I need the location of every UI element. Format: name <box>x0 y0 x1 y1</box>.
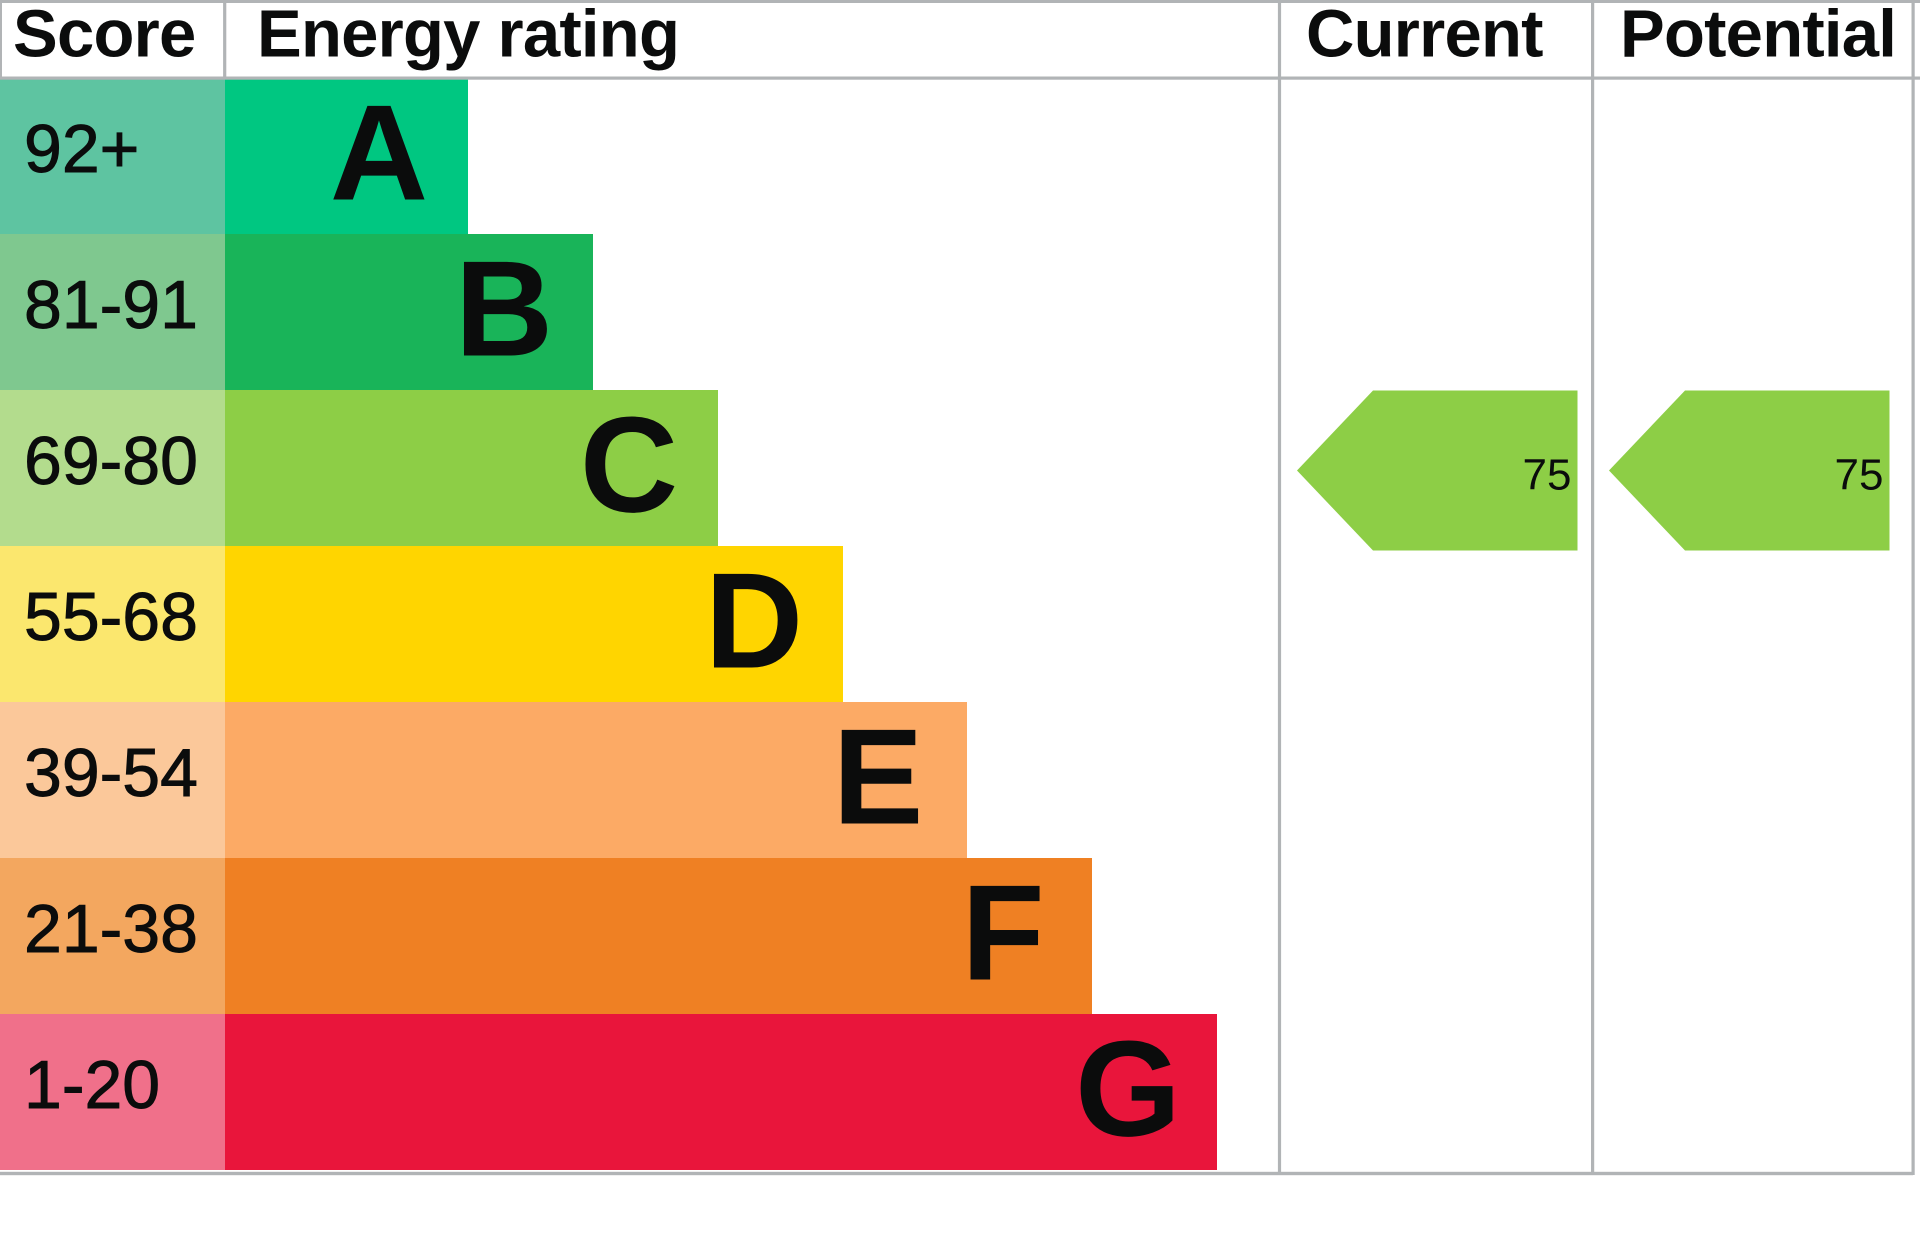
svg-text:39-54: 39-54 <box>24 735 198 811</box>
svg-text:69-80: 69-80 <box>24 423 198 499</box>
svg-text:1-20: 1-20 <box>24 1047 160 1123</box>
svg-text:E: E <box>833 701 924 853</box>
svg-text:Potential: Potential <box>1620 0 1896 72</box>
svg-text:Current: Current <box>1306 0 1543 72</box>
svg-text:75: 75 <box>1835 451 1884 500</box>
svg-text:92+: 92+ <box>24 111 139 187</box>
svg-text:Score: Score <box>13 0 195 72</box>
svg-text:21-38: 21-38 <box>24 891 198 967</box>
svg-text:75: 75 <box>1523 451 1572 500</box>
svg-text:A: A <box>330 77 428 229</box>
svg-text:G: G <box>1075 1013 1181 1165</box>
svg-text:Energy rating: Energy rating <box>257 0 679 72</box>
svg-text:D: D <box>705 545 803 697</box>
svg-text:C: C <box>580 389 678 541</box>
svg-text:55-68: 55-68 <box>24 579 198 655</box>
svg-text:F: F <box>961 857 1044 1009</box>
svg-text:B: B <box>455 233 553 385</box>
svg-text:81-91: 81-91 <box>24 267 198 343</box>
